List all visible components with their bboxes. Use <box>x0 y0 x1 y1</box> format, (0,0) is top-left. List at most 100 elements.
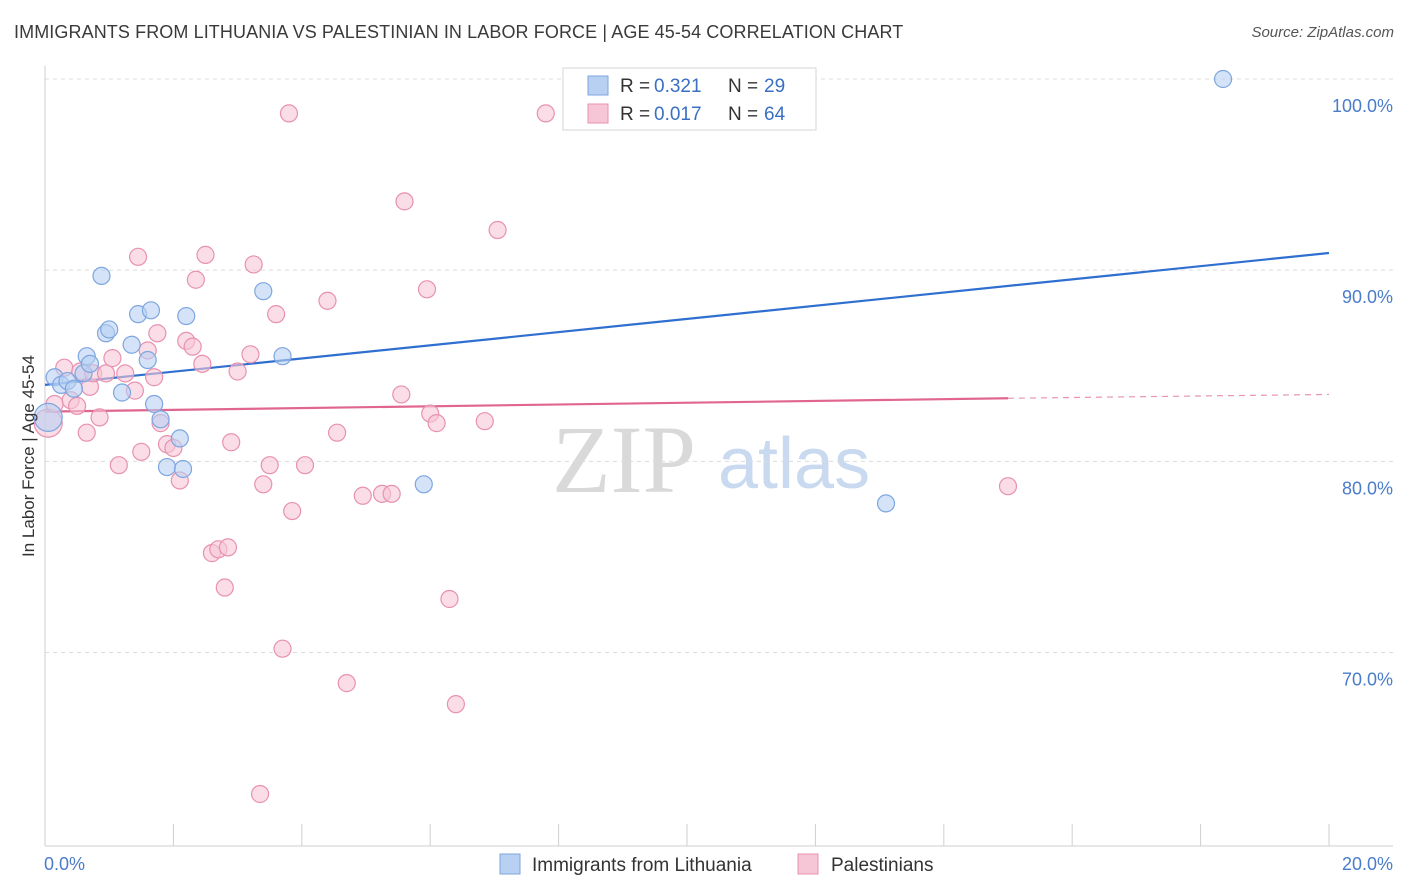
point-lithuania <box>80 354 100 373</box>
bottom-legend-label-lithuania: Immigrants from Lithuania <box>532 855 752 876</box>
grid-lines <box>45 78 1393 654</box>
point-lithuania <box>254 282 273 301</box>
legend-r-label-2: R = <box>620 104 650 125</box>
point-palestinians <box>67 396 87 416</box>
point-palestinians <box>337 674 356 693</box>
point-lithuania <box>157 457 177 477</box>
point-palestinians <box>283 501 302 521</box>
point-lithuania <box>177 306 196 326</box>
legend-r-value-1: 0.321 <box>654 76 702 97</box>
point-palestinians <box>417 280 437 299</box>
point-palestinians <box>132 442 151 461</box>
point-palestinians <box>116 364 135 383</box>
point-palestinians <box>222 433 241 452</box>
legend-swatch-palestinians <box>587 103 609 124</box>
trend-line-lithuania <box>44 251 1330 386</box>
x-tick-label-min: 0.0% <box>44 854 85 874</box>
point-lithuania <box>151 410 170 429</box>
y-tick-label: 80.0% <box>1342 478 1393 498</box>
axes <box>44 66 1393 847</box>
y-tick-label: 100.0% <box>1332 96 1393 116</box>
point-lithuania <box>1213 69 1233 89</box>
legend-n-value-1: 29 <box>764 76 785 97</box>
point-palestinians <box>318 291 337 310</box>
point-palestinians <box>90 408 109 427</box>
legend-n-label-2: N = <box>728 104 758 125</box>
point-palestinians <box>96 364 116 383</box>
legend-n-label-1: N = <box>728 76 758 97</box>
point-palestinians <box>148 324 167 343</box>
point-palestinians <box>267 305 286 324</box>
axis-labels: 70.0% 80.0% 90.0% 100.0% 0.0% 20.0% <box>44 96 1393 874</box>
point-palestinians <box>998 477 1018 496</box>
point-palestinians <box>279 104 299 123</box>
point-palestinians <box>145 368 164 387</box>
point-palestinians <box>77 423 96 442</box>
point-lithuania <box>100 320 119 339</box>
point-palestinians <box>241 345 260 364</box>
watermark-atlas: atlas <box>718 424 870 504</box>
point-palestinians <box>244 255 263 274</box>
point-palestinians <box>353 486 372 505</box>
bottom-legend-swatch-palestinians <box>797 853 819 875</box>
point-palestinians <box>536 104 555 123</box>
bottom-legend: Immigrants from Lithuania Palestinians <box>499 853 933 876</box>
point-palestinians <box>186 270 205 289</box>
point-lithuania <box>876 494 896 513</box>
point-palestinians <box>395 192 414 211</box>
legend-r-value-2: 0.017 <box>654 104 702 125</box>
point-palestinians <box>475 412 494 431</box>
point-palestinians <box>215 578 234 597</box>
y-tick-label: 90.0% <box>1342 287 1393 307</box>
point-lithuania <box>273 347 292 366</box>
y-tick-label: 70.0% <box>1342 670 1393 690</box>
point-lithuania <box>173 459 193 479</box>
point-lithuania <box>145 394 164 414</box>
point-lithuania <box>64 379 83 398</box>
point-lithuania <box>92 266 111 286</box>
point-palestinians <box>228 362 247 381</box>
trend-lines <box>44 251 1330 413</box>
legend-r-label-1: R = <box>620 76 650 97</box>
trend-line-palestinians <box>44 397 1009 413</box>
point-palestinians <box>260 456 279 475</box>
point-palestinians <box>427 414 446 433</box>
point-palestinians <box>103 349 122 368</box>
chart-source: Source: ZipAtlas.com <box>1251 24 1394 41</box>
point-palestinians <box>382 484 401 503</box>
point-palestinians <box>440 589 459 609</box>
point-palestinians <box>109 456 128 475</box>
watermark-zip: ZIP <box>552 406 696 513</box>
point-lithuania <box>122 335 141 354</box>
point-palestinians <box>250 784 270 804</box>
data-points <box>33 69 1233 804</box>
point-palestinians <box>273 639 292 658</box>
point-palestinians <box>196 245 215 264</box>
point-palestinians <box>446 695 465 714</box>
point-palestinians <box>488 220 507 240</box>
point-palestinians <box>128 247 148 266</box>
legend-swatch-lithuania <box>587 75 609 96</box>
chart-title: IMMIGRANTS FROM LITHUANIA VS PALESTINIAN… <box>14 22 904 42</box>
point-palestinians <box>328 423 347 442</box>
point-palestinians <box>295 456 315 475</box>
bottom-legend-label-palestinians: Palestinians <box>831 855 933 876</box>
point-palestinians <box>392 385 411 404</box>
point-palestinians <box>193 354 212 373</box>
y-axis-label: In Labor Force | Age 45-54 <box>19 355 38 557</box>
bottom-legend-swatch-lithuania <box>499 853 521 875</box>
point-lithuania <box>414 475 433 494</box>
point-palestinians <box>183 337 202 356</box>
point-lithuania <box>141 301 161 320</box>
legend-n-value-2: 64 <box>764 104 786 125</box>
point-lithuania <box>33 402 63 432</box>
point-lithuania <box>112 383 132 402</box>
legend-box: R = 0.321 N = 29 R = 0.017 N = 64 <box>562 67 817 131</box>
point-palestinians <box>254 475 273 494</box>
trend-line-palestinians-extrapolated <box>1007 393 1330 399</box>
point-lithuania <box>138 350 157 370</box>
point-palestinians <box>218 538 238 557</box>
x-tick-label-max: 20.0% <box>1342 854 1393 874</box>
point-lithuania <box>170 429 189 448</box>
